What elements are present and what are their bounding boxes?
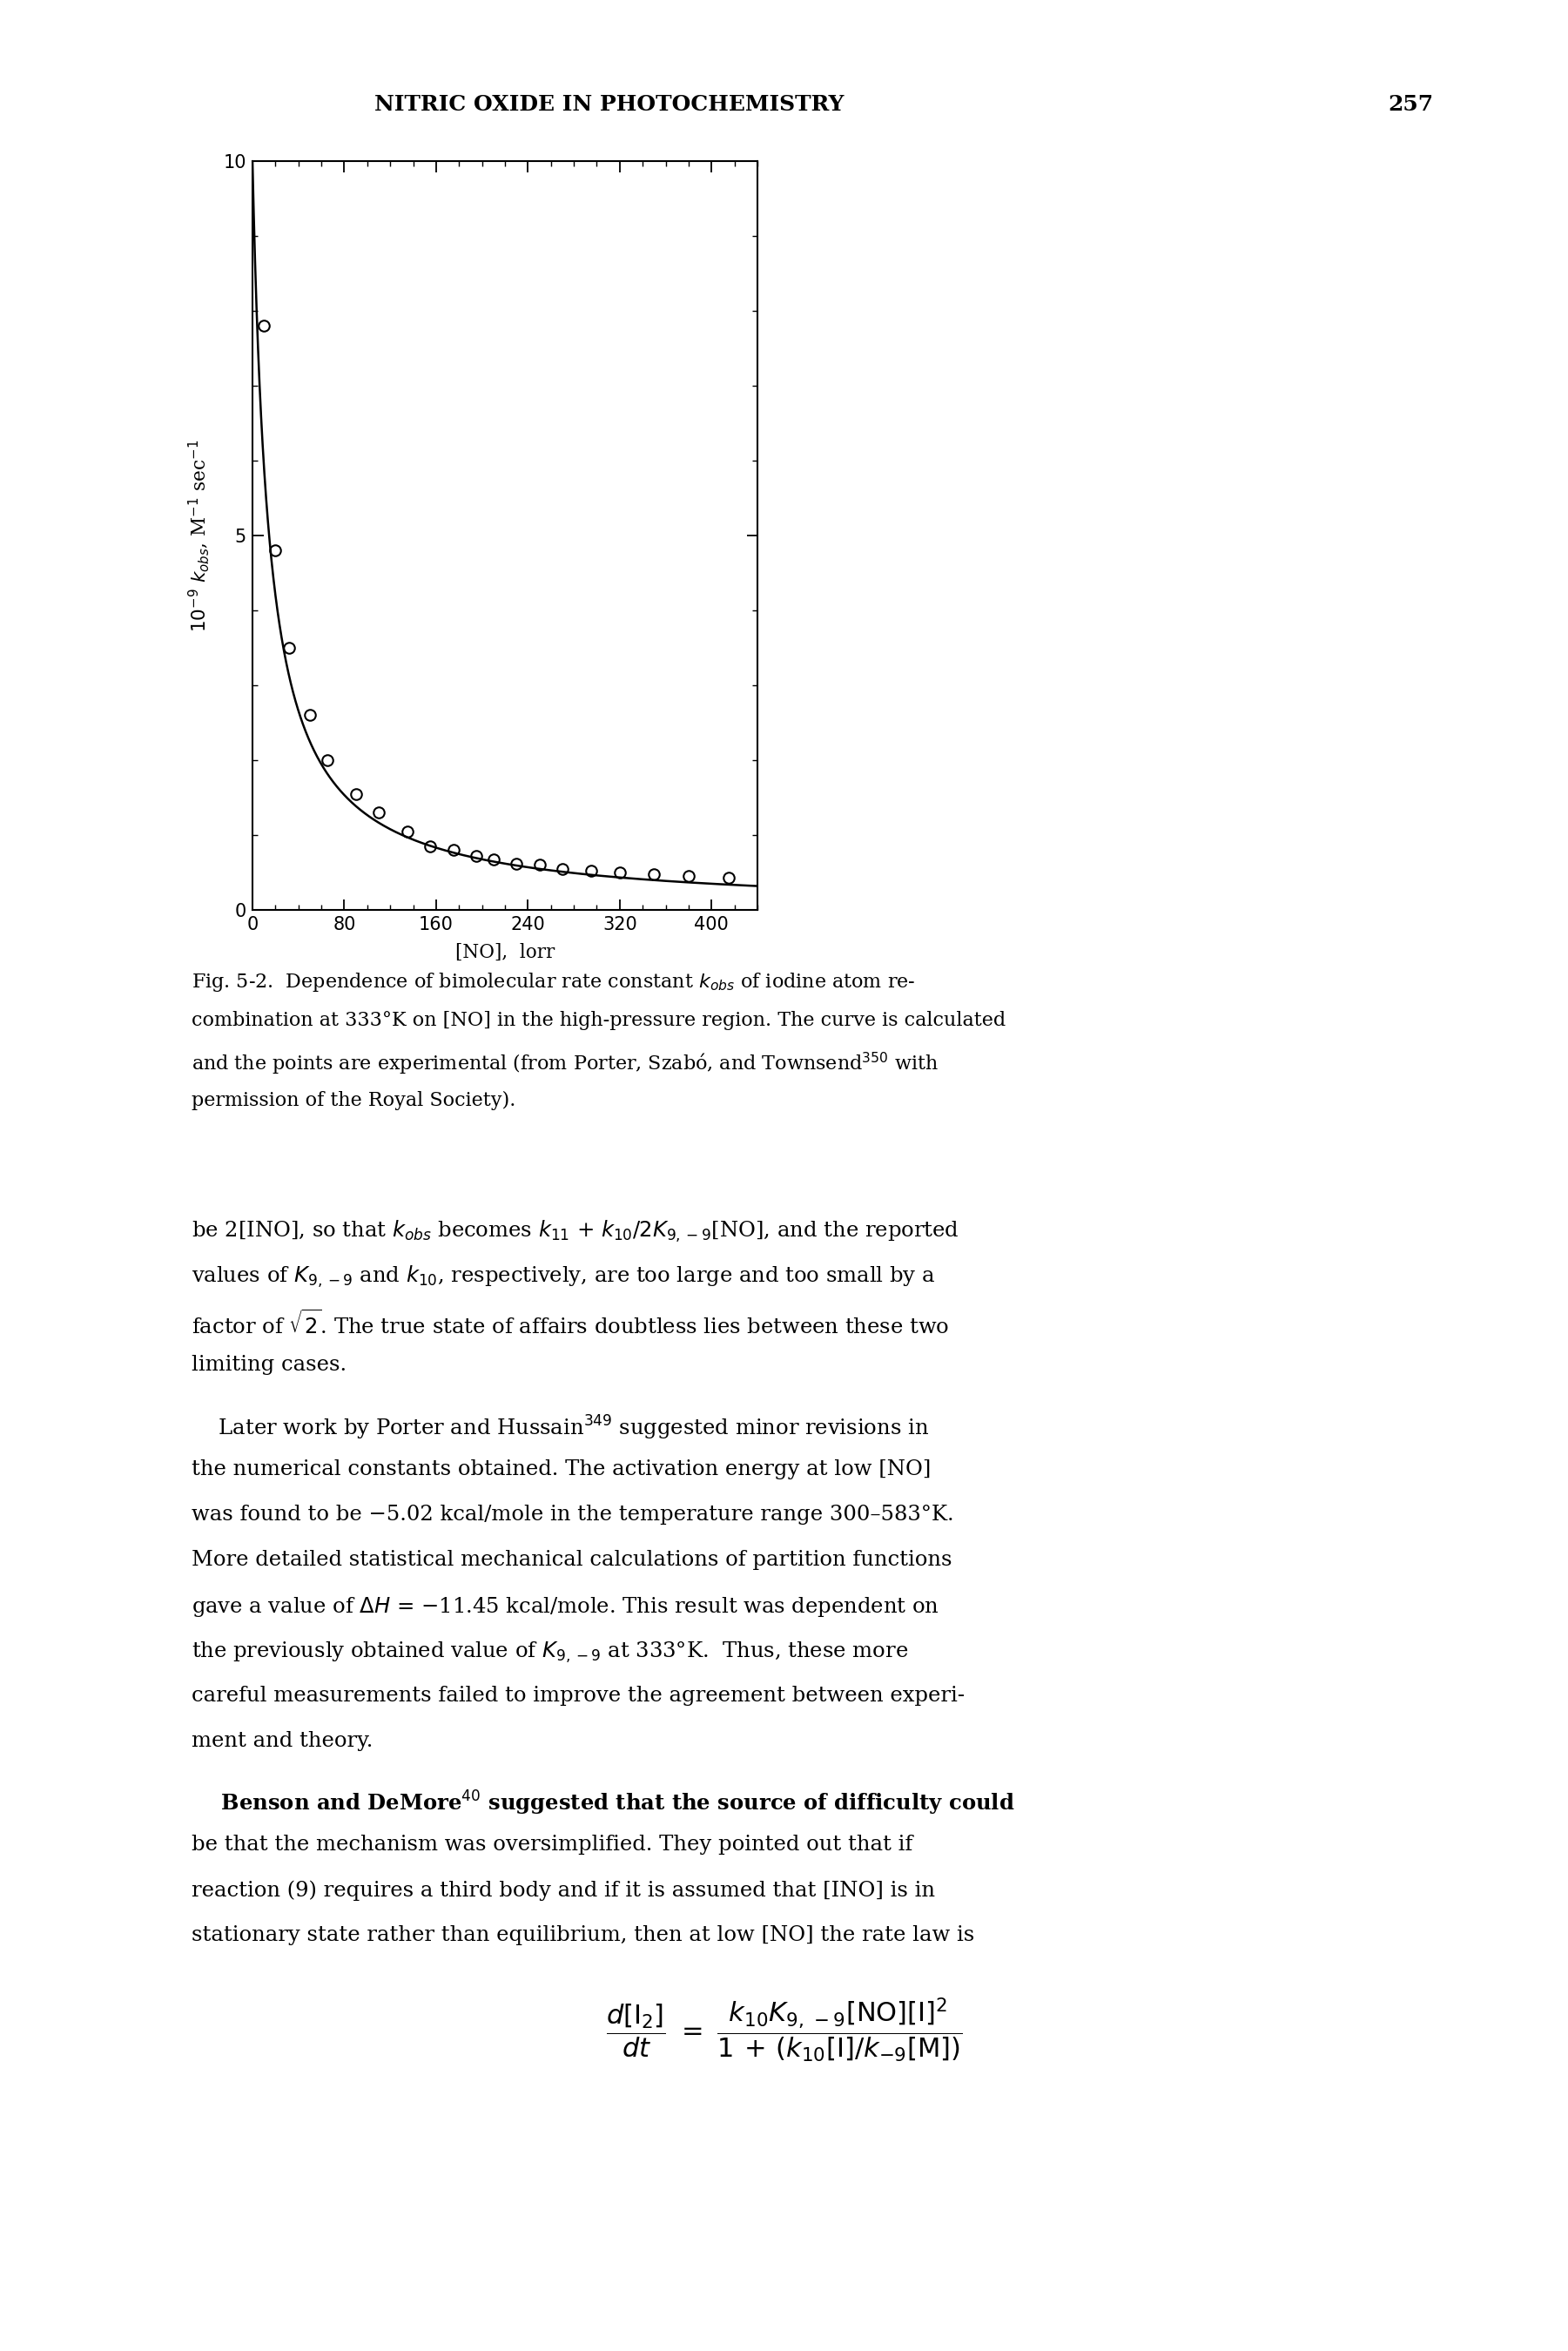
Text: Fig. 5-2.  Dependence of bimolecular rate constant $k_{obs}$ of iodine atom re-: Fig. 5-2. Dependence of bimolecular rate… <box>191 971 916 994</box>
Text: 257: 257 <box>1388 94 1433 115</box>
Text: be 2[INO], so that $k_{obs}$ becomes $k_{11}$ + $k_{10}/2K_{9,-9}$[NO], and the : be 2[INO], so that $k_{obs}$ becomes $k_… <box>191 1220 960 1244</box>
Y-axis label: $10^{-9}\ k_{obs}$, M$^{-1}$ sec$^{-1}$: $10^{-9}\ k_{obs}$, M$^{-1}$ sec$^{-1}$ <box>187 440 212 632</box>
Text: and the points are experimental (from Porter, Szabó, and Townsend$^{350}$ with: and the points are experimental (from Po… <box>191 1051 939 1077</box>
Text: careful measurements failed to improve the agreement between experi-: careful measurements failed to improve t… <box>191 1686 964 1704</box>
Text: the previously obtained value of $K_{9,-9}$ at 333°K.  Thus, these more: the previously obtained value of $K_{9,-… <box>191 1641 908 1665</box>
Text: was found to be −5.02 kcal/mole in the temperature range 300–583°K.: was found to be −5.02 kcal/mole in the t… <box>191 1505 953 1523</box>
Text: combination at 333°K on [NO] in the high-pressure region. The curve is calculate: combination at 333°K on [NO] in the high… <box>191 1011 1005 1030</box>
Text: Later work by Porter and Hussain$^{349}$ suggested minor revisions in: Later work by Porter and Hussain$^{349}$… <box>191 1413 928 1441</box>
Text: $\dfrac{d[\mathrm{I}_2]}{dt}\ =\ \dfrac{k_{10}K_{9,\,-9}[\mathrm{NO}][\mathrm{I}: $\dfrac{d[\mathrm{I}_2]}{dt}\ =\ \dfrac{… <box>605 1996 963 2064</box>
Text: limiting cases.: limiting cases. <box>191 1354 347 1375</box>
Text: reaction (9) requires a third body and if it is assumed that [INO] is in: reaction (9) requires a third body and i… <box>191 1881 935 1900</box>
Text: factor of $\sqrt{2}$. The true state of affairs doubtless lies between these two: factor of $\sqrt{2}$. The true state of … <box>191 1310 949 1338</box>
Text: be that the mechanism was oversimplified. They pointed out that if: be that the mechanism was oversimplified… <box>191 1834 913 1855</box>
Text: stationary state rather than equilibrium, then at low [NO] the rate law is: stationary state rather than equilibrium… <box>191 1925 974 1944</box>
Text: permission of the Royal Society).: permission of the Royal Society). <box>191 1091 516 1110</box>
Text: More detailed statistical mechanical calculations of partition functions: More detailed statistical mechanical cal… <box>191 1549 952 1570</box>
Text: ment and theory.: ment and theory. <box>191 1730 373 1751</box>
Text: gave a value of $\Delta H$ = −11.45 kcal/mole. This result was dependent on: gave a value of $\Delta H$ = −11.45 kcal… <box>191 1594 939 1617</box>
Text: values of $K_{9,-9}$ and $k_{10}$, respectively, are too large and too small by : values of $K_{9,-9}$ and $k_{10}$, respe… <box>191 1265 935 1291</box>
Text: NITRIC OXIDE IN PHOTOCHEMISTRY: NITRIC OXIDE IN PHOTOCHEMISTRY <box>375 94 844 115</box>
Text: the numerical constants obtained. The activation energy at low [NO]: the numerical constants obtained. The ac… <box>191 1460 931 1479</box>
Text: Benson and DeMore$^{40}$ suggested that the source of difficulty could: Benson and DeMore$^{40}$ suggested that … <box>191 1789 1014 1817</box>
X-axis label: [NO],  lorr: [NO], lorr <box>455 943 555 962</box>
